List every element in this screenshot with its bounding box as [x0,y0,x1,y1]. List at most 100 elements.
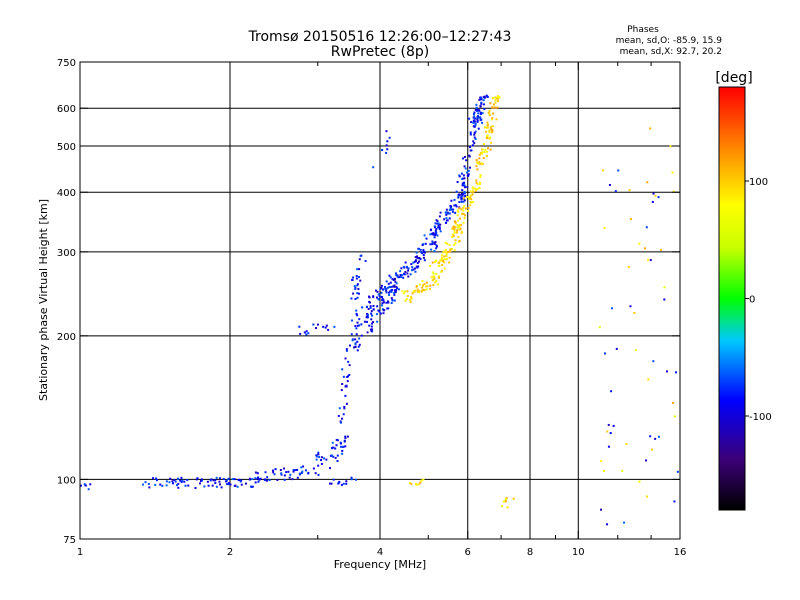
data-point-o-mode [184,484,187,487]
data-point-o-mode [413,260,416,263]
data-point-o-mode [342,482,345,485]
data-point-o-mode [345,480,348,483]
data-point-o-mode [240,479,243,482]
data-point-o-mode [206,480,209,483]
data-point-o-mode [385,287,388,290]
data-point-o-mode [469,133,472,136]
data-point-o-mode [356,349,359,352]
data-point-o-mode [330,454,333,457]
data-point-noise [672,190,675,193]
data-point-o-mode [388,136,391,139]
data-point-o-mode [340,389,343,392]
data-point-o-mode [272,469,275,472]
data-point-x-mode [479,176,482,179]
data-point-o-mode [364,259,367,262]
data-point-x-mode [481,148,484,151]
data-point-o-mode [338,480,341,483]
data-point-o-mode [215,485,218,488]
data-point-o-mode [381,298,384,301]
data-point-o-mode [371,328,374,331]
data-point-x-mode [459,217,462,220]
data-point-x-mode [502,500,505,503]
data-point-o-mode [363,320,366,323]
data-point-o-mode [359,254,362,257]
data-point-x-mode [458,224,461,227]
data-point-o-mode [472,112,475,115]
data-point-noise [669,145,672,148]
data-point-x-mode [456,226,459,229]
data-point-x-mode [426,285,429,288]
data-point-noise [601,169,604,172]
data-point-o-mode [325,458,328,461]
data-point-o-mode [356,284,359,287]
data-point-x-mode [492,112,495,115]
data-point-o-mode [161,484,164,487]
data-point-o-mode [386,286,389,289]
chart-title: Tromsø 20150516 12:26:00–12:27:43 [248,29,512,45]
data-point-o-mode [251,485,254,488]
data-point-x-mode [453,228,456,231]
data-point-o-mode [356,283,359,286]
data-point-o-mode [382,299,385,302]
data-point-o-mode [358,343,361,346]
data-point-o-mode [296,476,299,479]
data-point-o-mode [203,485,206,488]
data-point-noise [610,390,613,393]
data-point-o-mode [358,268,361,271]
data-point-o-mode [433,250,436,253]
data-point-x-mode [478,187,481,190]
data-point-o-mode [83,483,86,486]
data-point-o-mode [463,184,466,187]
data-point-o-mode [382,312,385,315]
data-point-noise [649,259,652,262]
data-point-o-mode [171,480,174,483]
data-point-x-mode [430,276,433,279]
data-point-o-mode [481,112,484,115]
data-point-o-mode [358,318,361,321]
data-point-o-mode [435,244,438,247]
data-point-o-mode [380,284,383,287]
data-point-o-mode [395,282,398,285]
data-point-o-mode [419,258,422,261]
data-point-o-mode [463,199,466,202]
data-point-x-mode [443,267,446,270]
data-point-o-mode [226,483,229,486]
data-point-o-mode [422,256,425,259]
y-tick-label: 600 [57,104,76,115]
data-point-x-mode [496,106,499,109]
data-point-x-mode [472,201,475,204]
data-point-o-mode [370,329,373,332]
data-point-x-mode [418,283,421,286]
data-point-x-mode [460,208,463,211]
data-point-o-mode [466,186,469,189]
data-point-o-mode [473,142,476,145]
data-point-o-mode [292,469,295,472]
data-point-o-mode [233,478,236,481]
data-point-x-mode [491,130,494,133]
data-point-o-mode [476,119,479,122]
data-point-x-mode [497,97,500,100]
data-point-o-mode [437,222,440,225]
data-point-noise [663,298,666,301]
data-point-o-mode [445,211,448,214]
data-point-o-mode [404,270,407,273]
data-point-o-mode [168,481,171,484]
data-point-o-mode [455,190,458,193]
data-point-o-mode [345,348,348,351]
data-point-o-mode [280,472,283,475]
data-point-o-mode [415,265,418,268]
data-point-x-mode [474,188,477,191]
data-point-x-mode [504,499,507,502]
data-point-o-mode [396,274,399,277]
data-point-o-mode [358,324,361,327]
data-point-x-mode [453,231,456,234]
data-point-o-mode [348,364,351,367]
data-point-o-mode [369,328,372,331]
data-point-noise [625,442,628,445]
stats-x-mode: mean, sd,X: 92.7, 20.2 [620,47,722,57]
data-point-o-mode [356,340,359,343]
data-point-o-mode [355,327,358,330]
data-point-o-mode [79,484,82,487]
data-point-x-mode [471,186,474,189]
data-point-x-mode [491,131,494,134]
